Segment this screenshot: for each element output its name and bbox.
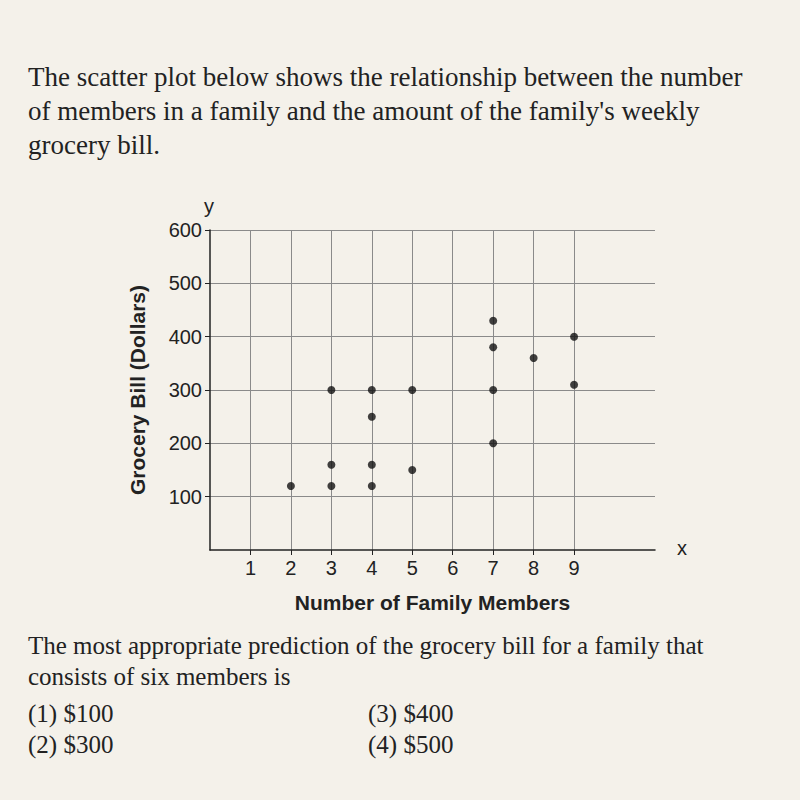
svg-text:6: 6 (447, 557, 458, 579)
svg-text:300: 300 (169, 379, 202, 401)
html-text:(2) $300: (2) $300 (28, 731, 114, 758)
svg-text:Number of Family Members: Number of Family Members (295, 591, 570, 614)
svg-text:4: 4 (366, 557, 377, 579)
svg-text:7: 7 (488, 557, 499, 579)
svg-text:8: 8 (528, 557, 539, 579)
svg-text:2: 2 (285, 557, 296, 579)
html-text:The most appropriate predictio: The most appropriate prediction of the g… (28, 632, 704, 690)
svg-text:100: 100 (169, 486, 202, 508)
svg-text:5: 5 (407, 557, 418, 579)
svg-text:200: 200 (169, 432, 202, 454)
svg-text:y: y (204, 195, 214, 217)
svg-text:Grocery Bill (Dollars): Grocery Bill (Dollars) (126, 285, 149, 495)
html-text:(3) $400: (3) $400 (368, 700, 454, 727)
html-text:The scatter plot below shows t: The scatter plot below shows the relatio… (28, 62, 743, 160)
html-text:(1) $100: (1) $100 (28, 700, 114, 727)
svg-text:3: 3 (326, 557, 337, 579)
svg-text:400: 400 (169, 326, 202, 348)
svg-text:x: x (677, 537, 687, 559)
html-text:(4) $500: (4) $500 (368, 731, 454, 758)
svg-text:9: 9 (569, 557, 580, 579)
svg-text:500: 500 (169, 272, 202, 294)
svg-text:600: 600 (169, 219, 202, 241)
svg-text:1: 1 (245, 557, 256, 579)
